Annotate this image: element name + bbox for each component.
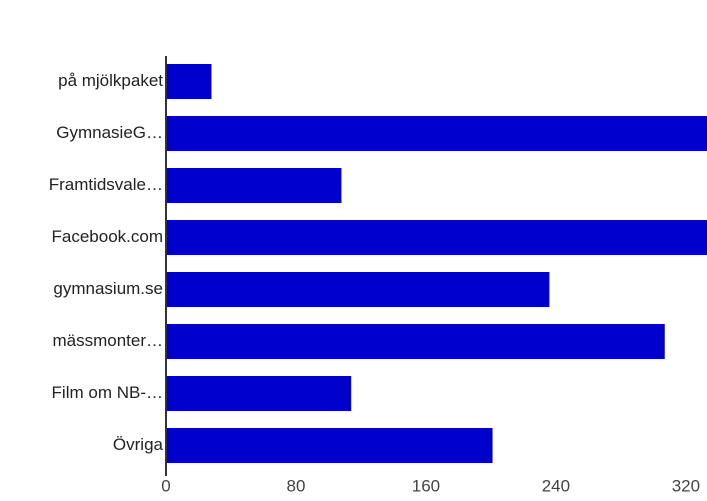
x-tick-labels-group: 0 80 160 240 320	[161, 476, 700, 495]
bar-0	[167, 64, 212, 99]
category-label-7: Övriga	[113, 435, 164, 454]
x-tick-label-3: 240	[542, 476, 570, 495]
category-label-6: Film om NB-…	[52, 383, 163, 402]
category-label-0: på mjölkpaket	[58, 71, 163, 90]
category-labels-group: på mjölkpaket GymnasieG… Framtidsvale… Face…	[49, 71, 164, 454]
x-tick-label-1: 80	[287, 476, 306, 495]
bar-1	[167, 116, 707, 151]
category-label-3: Facebook.com	[52, 227, 164, 246]
x-tick-label-2: 160	[412, 476, 440, 495]
bar-7	[167, 428, 493, 463]
category-label-4: gymnasium.se	[53, 279, 163, 298]
bar-3	[167, 220, 707, 255]
category-label-5: mässmonter…	[52, 331, 163, 350]
x-tick-label-0: 0	[161, 476, 170, 495]
category-label-1: GymnasieG…	[56, 123, 163, 142]
bar-2	[167, 168, 342, 203]
bar-4	[167, 272, 550, 307]
bar-5	[167, 324, 665, 359]
bars-group	[167, 64, 707, 463]
bar-6	[167, 376, 352, 411]
x-tick-label-4: 320	[672, 476, 700, 495]
category-label-2: Framtidsvale…	[49, 175, 163, 194]
